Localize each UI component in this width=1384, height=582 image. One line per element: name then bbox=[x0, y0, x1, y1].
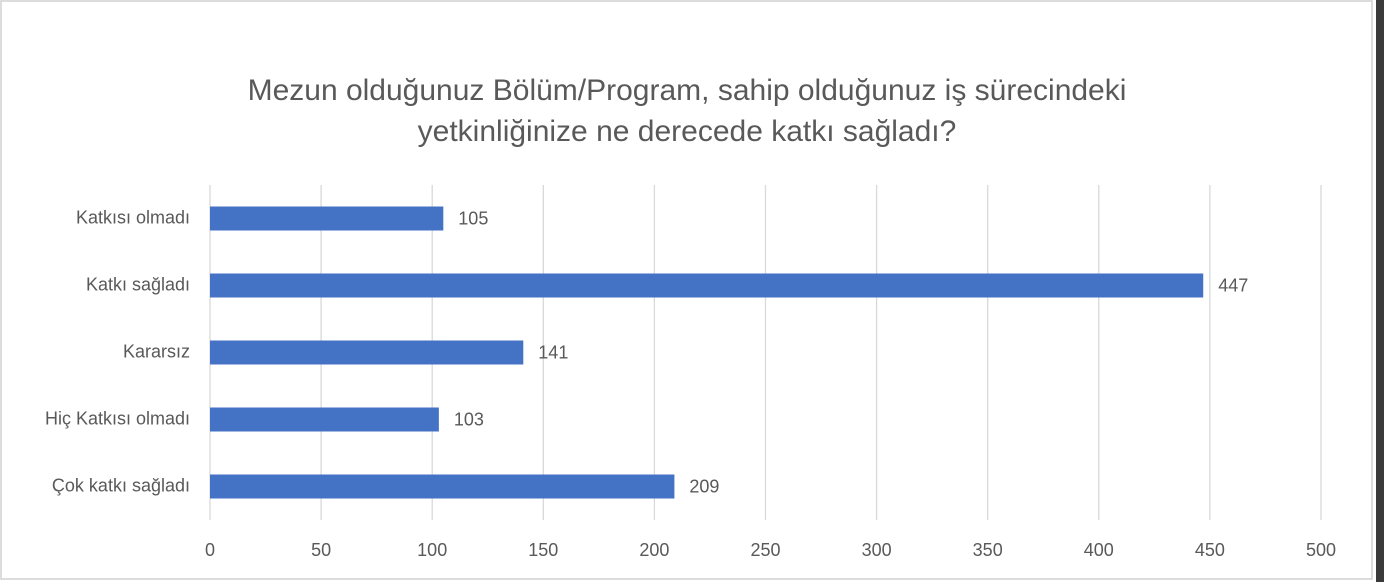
y-tick-label: Kararsız bbox=[123, 341, 190, 361]
bar bbox=[210, 407, 439, 432]
x-tick-label: 50 bbox=[311, 540, 331, 560]
chart-title: yetkinliğinize ne derecede katkı sağladı… bbox=[418, 115, 957, 148]
value-label: 141 bbox=[538, 342, 568, 362]
bar bbox=[210, 273, 1204, 298]
value-label: 103 bbox=[454, 409, 484, 429]
y-tick-label: Hiç Katkısı olmadı bbox=[45, 408, 190, 428]
bar bbox=[210, 474, 675, 499]
y-tick-label: Çok katkı sağladı bbox=[52, 475, 190, 495]
x-tick-label: 150 bbox=[528, 540, 558, 560]
x-tick-label: 350 bbox=[973, 540, 1003, 560]
x-tick-label: 300 bbox=[862, 540, 892, 560]
y-tick-label: Katkısı olmadı bbox=[76, 207, 190, 227]
chart-title: Mezun olduğunuz Bölüm/Program, sahip old… bbox=[248, 74, 1127, 107]
value-label: 447 bbox=[1218, 275, 1248, 295]
x-tick-label: 200 bbox=[639, 540, 669, 560]
x-tick-label: 250 bbox=[750, 540, 780, 560]
x-tick-label: 450 bbox=[1195, 540, 1225, 560]
window-edge bbox=[1376, 0, 1384, 582]
value-label: 105 bbox=[458, 208, 488, 228]
x-tick-label: 0 bbox=[205, 540, 215, 560]
bar bbox=[210, 340, 524, 365]
x-tick-label: 400 bbox=[1084, 540, 1114, 560]
x-tick-label: 500 bbox=[1306, 540, 1336, 560]
y-tick-label: Katkı sağladı bbox=[86, 274, 190, 294]
bar bbox=[210, 206, 444, 231]
value-label: 209 bbox=[689, 476, 719, 496]
x-tick-label: 100 bbox=[417, 540, 447, 560]
